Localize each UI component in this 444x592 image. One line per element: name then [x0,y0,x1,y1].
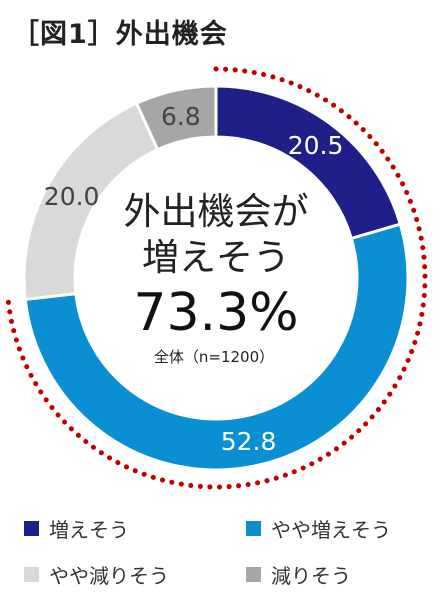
slice-labels: 20.5 52.8 20.0 6.8 [44,102,344,456]
center-label-line2: 増えそう [142,236,290,279]
highlight-dotted-arc [5,66,428,490]
slice-slight-increase [23,222,410,472]
slice-label-increase: 20.5 [288,131,344,160]
center-sample-note: 全体（n=1200） [154,348,274,366]
center-total-value: 73.3% [133,283,298,343]
slice-label-slight-increase: 52.8 [221,427,277,456]
slice-decrease [134,84,218,152]
donut-slices [22,84,410,472]
slice-label-decrease: 6.8 [161,102,201,131]
chart-title: ［図1］外出機会 [12,19,228,50]
center-label-line1: 外出機会が [124,190,309,233]
slice-label-slight-decrease: 20.0 [44,182,100,211]
